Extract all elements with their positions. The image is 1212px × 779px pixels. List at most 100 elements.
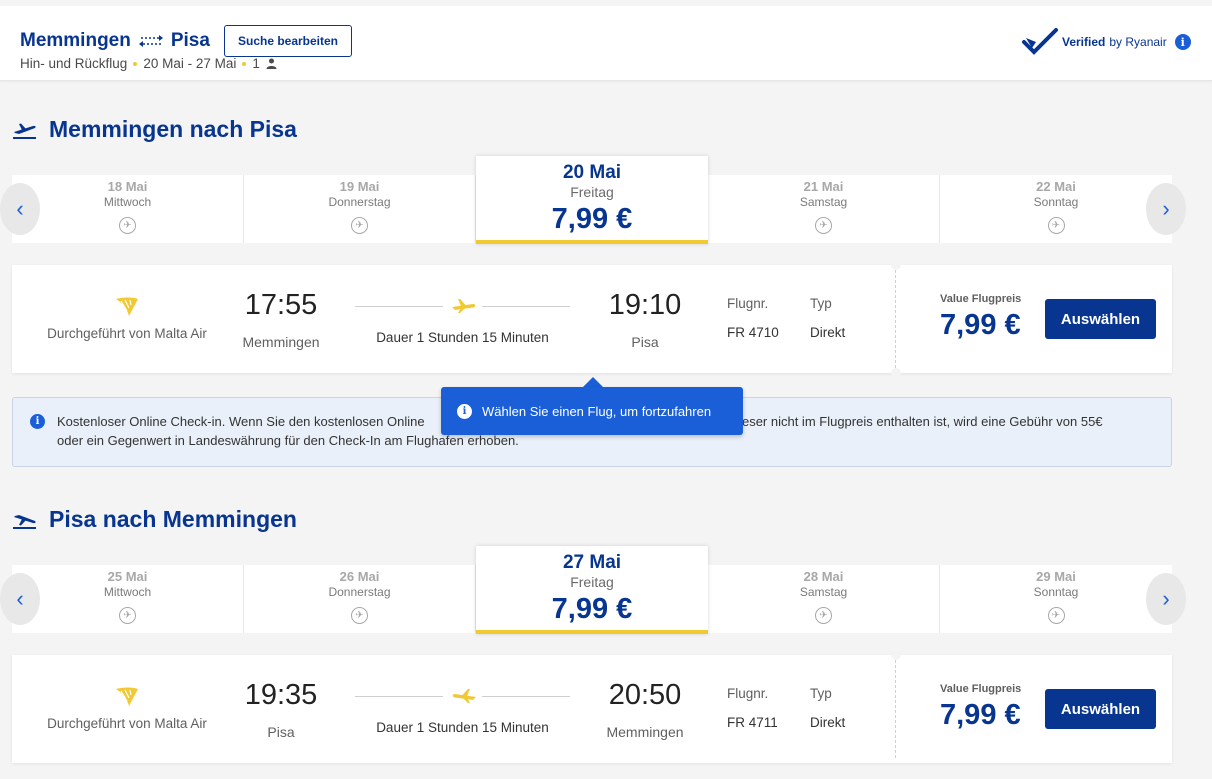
date-option[interactable]: 29 Mai Sonntag ✈ <box>940 565 1172 633</box>
ryanair-harp-logo <box>116 687 138 706</box>
select-flight-button[interactable]: Auswählen <box>1045 689 1156 729</box>
flight-duration: Dauer 1 Stunden 15 Minuten <box>376 720 549 735</box>
trip-dates: 20 Mai - 27 Mai <box>143 56 237 71</box>
departure-city: Memmingen <box>242 334 320 350</box>
no-flight-icon: ✈ <box>1047 607 1065 624</box>
card-notch <box>891 368 901 378</box>
weekday-label: Sonntag <box>1033 585 1079 599</box>
selected-date-option[interactable]: 20 Mai Freitag 7,99 € <box>476 156 708 244</box>
trip-summary: Hin- und Rückflug 20 Mai - 27 Mai 1 <box>20 56 277 71</box>
inbound-flight-card[interactable]: Durchgeführt von Malta Air 19:35 Pisa Da… <box>12 650 1172 763</box>
flight-number-label: Flugnr. <box>727 686 769 701</box>
prev-dates-button[interactable]: ‹ <box>0 183 40 235</box>
selected-weekday-label: Freitag <box>570 184 614 200</box>
weekday-label: Sonntag <box>1033 195 1079 209</box>
info-icon[interactable]: i <box>1174 34 1191 50</box>
tooltip-text: Wählen Sie einen Flug, um fortzufahren <box>482 403 712 419</box>
date-label: 21 Mai <box>803 179 844 194</box>
date-option[interactable]: 22 Mai Sonntag ✈ <box>940 175 1172 243</box>
select-flight-tooltip: i Wählen Sie einen Flug, um fortzufahren <box>441 387 743 435</box>
date-option[interactable]: 21 Mai Samstag ✈ <box>708 175 940 243</box>
separator-dot <box>242 61 247 66</box>
departure-time: 17:55 <box>244 289 318 321</box>
date-option[interactable]: 25 Mai Mittwoch ✈ <box>12 565 244 633</box>
trip-type: Hin- und Rückflug <box>20 56 128 71</box>
card-notch <box>891 260 901 270</box>
date-option[interactable]: 18 Mai Mittwoch ✈ <box>12 175 244 243</box>
outbound-section-title: Memmingen nach Pisa <box>13 116 297 143</box>
arrival-city: Memmingen <box>606 724 684 740</box>
flight-number: FR 4711 <box>727 715 778 730</box>
selected-date-label: 20 Mai <box>562 162 622 183</box>
verified-label: Verified <box>1062 35 1106 49</box>
fare-price: 7,99 € <box>940 309 1021 341</box>
departure-plane-icon <box>13 123 36 139</box>
date-label: 18 Mai <box>107 179 148 194</box>
weekday-label: Samstag <box>799 585 848 599</box>
flight-type: Direkt <box>810 715 846 730</box>
next-dates-button[interactable]: › <box>1146 573 1186 625</box>
arrival-city: Pisa <box>631 334 659 350</box>
weekday-label: Donnerstag <box>328 585 391 599</box>
select-flight-button[interactable]: Auswählen <box>1045 299 1156 339</box>
flight-number: FR 4710 <box>727 325 779 340</box>
selected-date-label: 27 Mai <box>562 552 622 573</box>
arrival-plane-icon <box>13 514 36 529</box>
date-label: 26 Mai <box>339 569 380 584</box>
origin-city: Memmingen <box>20 30 131 51</box>
selected-date-price: 7,99 € <box>551 203 633 235</box>
date-label: 25 Mai <box>107 569 148 584</box>
no-flight-icon: ✈ <box>1047 217 1065 234</box>
date-label: 19 Mai <box>339 179 380 194</box>
card-notch <box>891 650 901 660</box>
outbound-title: Memmingen nach Pisa <box>49 116 297 142</box>
selected-date-option[interactable]: 27 Mai Freitag 7,99 € <box>476 546 708 634</box>
no-flight-icon: ✈ <box>119 607 136 624</box>
outbound-flight-card[interactable]: Durchgeführt von Malta Air 17:55 Memming… <box>12 260 1172 378</box>
card-divider <box>895 270 896 368</box>
flight-type: Direkt <box>810 325 846 340</box>
no-flight-icon: ✈ <box>351 607 368 624</box>
date-option[interactable]: 28 Mai Samstag ✈ <box>708 565 940 633</box>
operator-label: Durchgeführt von Malta Air <box>47 326 207 341</box>
departure-city: Pisa <box>267 724 295 740</box>
weekday-label: Samstag <box>799 195 848 209</box>
destination-city: Pisa <box>170 30 210 51</box>
operator-label: Durchgeführt von Malta Air <box>47 716 207 731</box>
fare-label: Value Flugpreis <box>940 293 1022 305</box>
date-option[interactable]: 19 Mai Donnerstag ✈ <box>244 175 476 243</box>
inbound-title: Pisa nach Memmingen <box>49 506 297 532</box>
edit-search-button[interactable]: Suche bearbeiten <box>224 25 352 57</box>
route-line <box>355 306 443 307</box>
prev-dates-button[interactable]: ‹ <box>0 573 40 625</box>
fare-label: Value Flugpreis <box>940 683 1022 695</box>
header-bar: Memmingen Pisa Suche bearbeiten Hin- und… <box>0 6 1212 81</box>
ryanair-check-icon <box>1022 28 1058 55</box>
departure-time: 19:35 <box>244 679 318 711</box>
checkin-info-text-start: Kostenloser Online Check-in. Wenn Sie de… <box>57 414 425 429</box>
verified-badge: Verified by Ryanair i <box>1022 28 1191 56</box>
flight-duration: Dauer 1 Stunden 15 Minuten <box>376 330 549 345</box>
weekday-label: Mittwoch <box>103 585 152 599</box>
no-flight-icon: ✈ <box>119 217 136 234</box>
tooltip-arrow <box>583 377 603 387</box>
flight-number-label: Flugnr. <box>727 296 769 311</box>
checkin-info-text-line2: oder ein Gegenwert in Landeswährung für … <box>57 433 519 448</box>
route-title: Memmingen Pisa <box>20 30 210 52</box>
no-flight-icon: ✈ <box>815 217 832 234</box>
person-icon <box>266 58 277 69</box>
weekday-label: Mittwoch <box>103 195 152 209</box>
date-label: 22 Mai <box>1036 179 1076 194</box>
info-icon: i <box>457 403 472 419</box>
next-dates-button[interactable]: › <box>1146 183 1186 235</box>
date-option[interactable]: 26 Mai Donnerstag ✈ <box>244 565 476 633</box>
info-icon: i <box>30 414 45 429</box>
weekday-label: Donnerstag <box>328 195 391 209</box>
ryanair-harp-logo <box>116 297 138 316</box>
card-divider <box>895 660 896 758</box>
route-line <box>355 696 443 697</box>
checkin-info-text-end: dieser nicht im Flugpreis enthalten ist,… <box>731 414 1103 429</box>
plane-icon <box>452 299 476 313</box>
date-label: 29 Mai <box>1036 569 1076 584</box>
selected-weekday-label: Freitag <box>570 574 614 590</box>
